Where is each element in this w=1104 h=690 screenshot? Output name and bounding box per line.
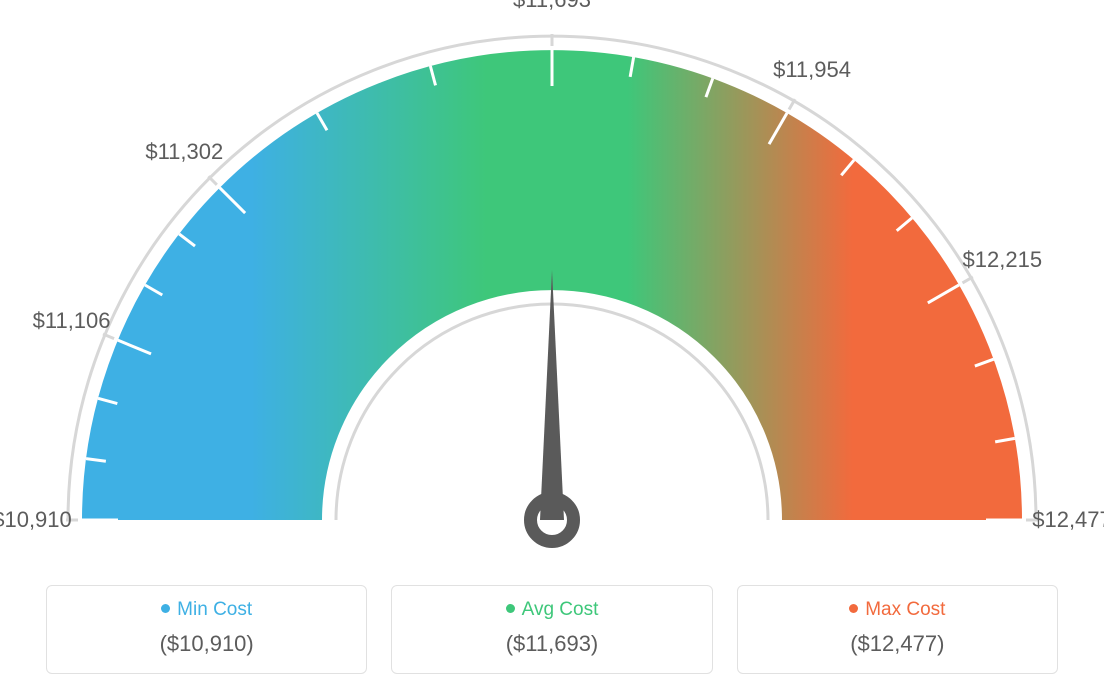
legend-label-avg: Avg Cost xyxy=(522,599,599,620)
gauge-tick-label: $12,477 xyxy=(1032,507,1104,533)
legend-label-max: Max Cost xyxy=(865,599,945,620)
legend-card-min: Min Cost ($10,910) xyxy=(46,585,367,674)
gauge-tick-label: $11,106 xyxy=(33,308,111,334)
gauge-needle xyxy=(540,270,564,520)
gauge-tick-label: $11,302 xyxy=(145,139,223,165)
legend-value-max: ($12,477) xyxy=(748,631,1047,657)
gauge-tick-label: $11,954 xyxy=(773,57,851,83)
gauge-tick-label: $11,693 xyxy=(513,0,591,13)
legend-label-min: Min Cost xyxy=(177,599,252,620)
legend-title-avg: Avg Cost xyxy=(402,600,701,619)
gauge-area: $10,910 $11,106 $11,302 $11,693 $11,954 $12,2… xyxy=(0,0,1104,560)
legend-dot-max xyxy=(849,604,858,613)
legend-card-max: Max Cost ($12,477) xyxy=(737,585,1058,674)
gauge-ring-tick xyxy=(208,176,216,184)
gauge-tick-label: $12,215 xyxy=(963,247,1043,273)
legend-title-min: Min Cost xyxy=(57,600,356,619)
gauge-chart-container: $10,910 $11,106 $11,302 $11,693 $11,954 $12,2… xyxy=(0,0,1104,690)
gauge-tick-label: $10,910 xyxy=(0,507,72,533)
legend-title-max: Max Cost xyxy=(748,600,1047,619)
legend-value-avg: ($11,693) xyxy=(402,631,701,657)
legend-card-avg: Avg Cost ($11,693) xyxy=(391,585,712,674)
legend-value-min: ($10,910) xyxy=(57,631,356,657)
legend-dot-min xyxy=(161,604,170,613)
legend-row: Min Cost ($10,910) Avg Cost ($11,693) Ma… xyxy=(46,585,1058,674)
legend-dot-avg xyxy=(506,604,515,613)
